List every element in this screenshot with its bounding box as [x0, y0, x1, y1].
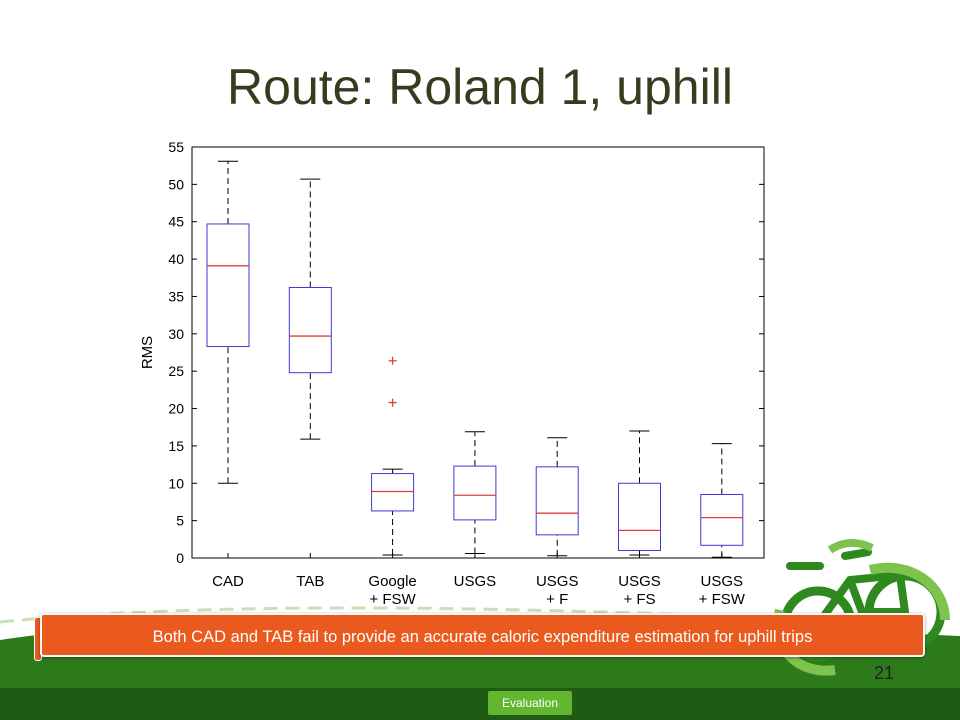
conclusion-callout: Both CAD and TAB fail to provide an accu…: [40, 613, 925, 657]
x-tick-label: CAD: [212, 573, 244, 590]
x-tick-label: USGS: [618, 573, 661, 590]
y-tick-label: 0: [176, 550, 184, 566]
y-axis-label: RMS: [139, 336, 156, 369]
axes-frame: [191, 146, 765, 559]
y-tick-label: 30: [168, 326, 184, 342]
y-tick-label: 45: [168, 214, 184, 230]
page-number: 21: [874, 663, 895, 683]
x-tick-label: Google: [368, 573, 416, 590]
outlier-point: [388, 356, 397, 365]
box-3: [453, 431, 497, 555]
box-0: [206, 160, 250, 484]
x-tick-label: TAB: [296, 573, 324, 590]
iqr-box: [535, 466, 579, 536]
x-tick-label: + FSW: [699, 591, 746, 608]
x-tick-label: USGS: [536, 573, 579, 590]
box-5: [618, 430, 661, 556]
iqr-box: [700, 493, 744, 546]
iqr-box: [453, 465, 497, 521]
y-tick-label: 35: [168, 288, 184, 304]
x-tick-label: USGS: [454, 573, 497, 590]
x-tick-label: USGS: [701, 573, 744, 590]
iqr-box: [206, 223, 250, 348]
y-tick-label: 55: [168, 139, 184, 155]
iqr-box: [618, 482, 661, 552]
y-tick-label: 15: [168, 438, 184, 454]
slide-title: Route: Roland 1, uphill: [227, 59, 733, 115]
y-tick-label: 25: [168, 363, 184, 379]
box-2: [371, 356, 415, 556]
iqr-box: [288, 286, 332, 374]
box-6: [700, 443, 744, 558]
x-tick-label: + F: [546, 591, 568, 608]
iqr-box: [371, 473, 415, 512]
box-4: [535, 437, 579, 557]
outlier-point: [388, 398, 397, 407]
x-tick-label: + FSW: [369, 591, 416, 608]
nav-tab-evaluation[interactable]: Evaluation: [488, 691, 572, 715]
x-tick-label: + FS: [623, 591, 655, 608]
y-tick-label: 20: [168, 401, 184, 417]
y-tick-label: 50: [168, 176, 184, 192]
box-1: [288, 178, 332, 440]
y-tick-label: 10: [168, 475, 184, 491]
footer-nav-bar: [0, 688, 960, 720]
y-tick-label: 5: [176, 513, 184, 529]
y-tick-label: 40: [168, 251, 184, 267]
